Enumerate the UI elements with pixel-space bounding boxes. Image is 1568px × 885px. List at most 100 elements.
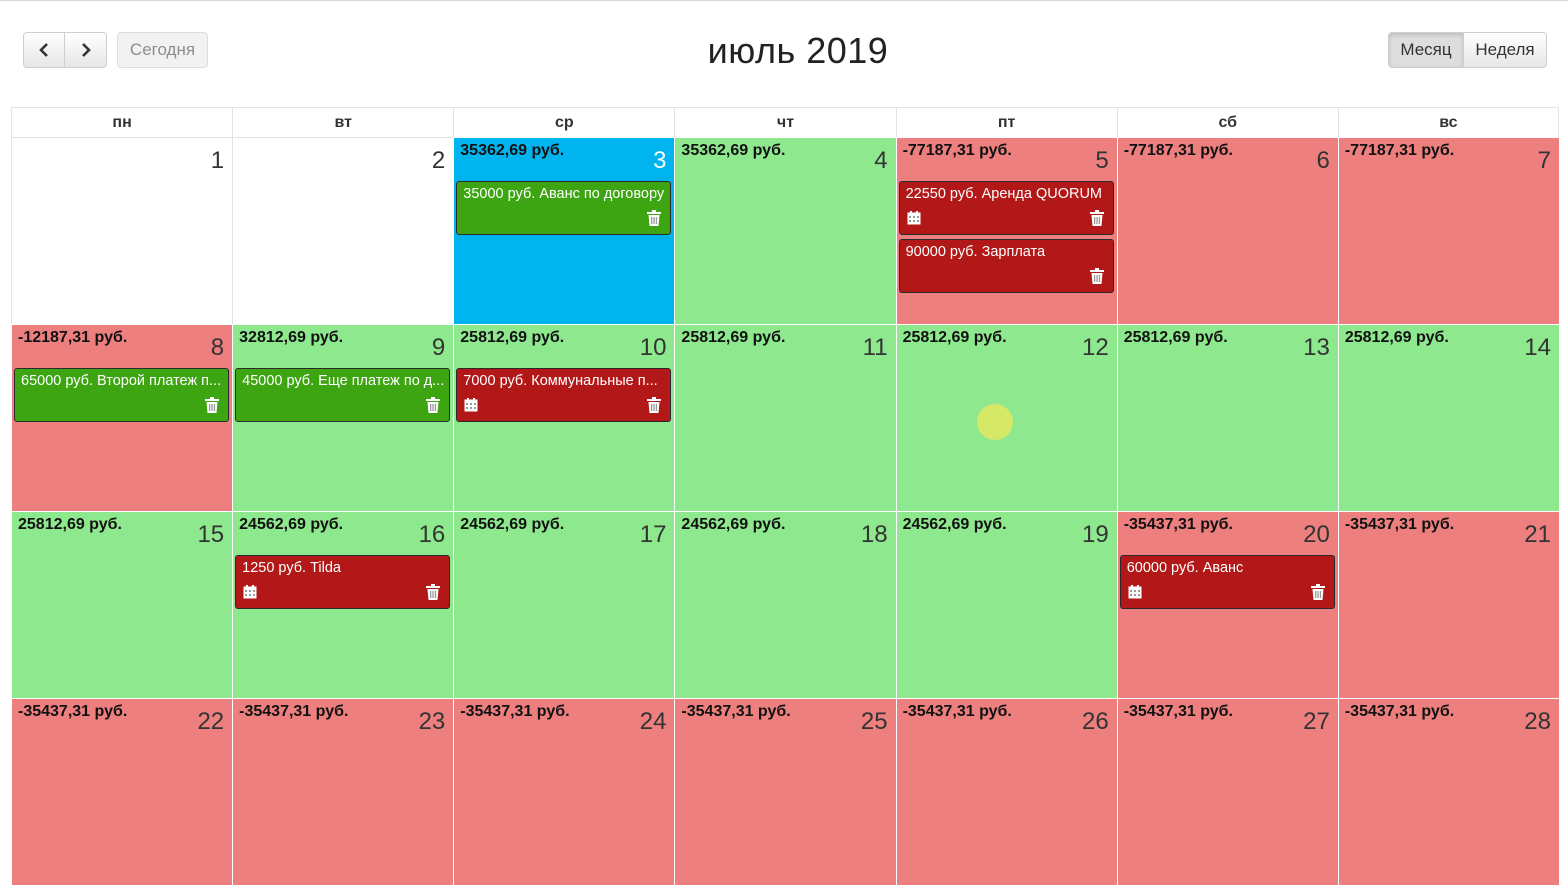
day-cell-19[interactable]: 24562,69 руб. 19: [895, 511, 1117, 698]
trash-icon[interactable]: [426, 584, 441, 600]
trash-icon[interactable]: [647, 397, 662, 413]
event-title: 90000 руб. Зарплата: [905, 244, 1046, 260]
trash-icon[interactable]: [205, 397, 220, 413]
day-balance: 32812,69 руб.: [239, 329, 344, 346]
day-cell-25[interactable]: -35437,31 руб. 25: [674, 698, 896, 885]
day-number: 11: [862, 334, 888, 361]
calendar-event[interactable]: 7000 руб. Коммунальные п...: [456, 368, 672, 422]
day-cell-14[interactable]: 25812,69 руб. 14: [1337, 324, 1559, 511]
day-cell-15[interactable]: 25812,69 руб. 15: [11, 511, 233, 698]
weekday-label: сб: [1116, 107, 1338, 138]
trash-icon[interactable]: [426, 397, 441, 413]
week-row: -35437,31 руб. 22 -35437,31 руб. 23 -35437,3…: [11, 698, 1559, 885]
day-cell-27[interactable]: -35437,31 руб. 27: [1116, 698, 1338, 885]
day-cell-21[interactable]: -35437,31 руб. 21: [1337, 511, 1559, 698]
calendar-toolbar: Сегодня июль 2019 Месяц Неделя: [0, 0, 1568, 105]
day-cell-9[interactable]: 32812,69 руб. 9 45000 руб. Еще платеж по д…: [232, 324, 454, 511]
weekday-label: пт: [895, 107, 1117, 138]
day-number: 6: [1316, 147, 1330, 174]
day-cell-22[interactable]: -35437,31 руб. 22: [11, 698, 233, 885]
mouse-cursor-highlight: [977, 404, 1013, 440]
day-cell-16[interactable]: 24562,69 руб. 16 1250 руб. Tilda: [232, 511, 454, 698]
day-cell-20[interactable]: -35437,31 руб. 20 60000 руб. Аванс: [1116, 511, 1338, 698]
day-number: 13: [1303, 334, 1330, 361]
calendar-event[interactable]: 22550 руб. Аренда QUORUM: [898, 181, 1114, 235]
day-cell-7[interactable]: -77187,31 руб. 7: [1337, 137, 1559, 324]
day-cell-6[interactable]: -77187,31 руб. 6: [1116, 137, 1338, 324]
day-cell-18[interactable]: 24562,69 руб. 18: [674, 511, 896, 698]
calendar-event[interactable]: 45000 руб. Еще платеж по д...: [235, 368, 451, 422]
day-cell-26[interactable]: -35437,31 руб. 26: [895, 698, 1117, 885]
day-balance: 35362,69 руб.: [460, 142, 565, 159]
day-cell-23[interactable]: -35437,31 руб. 23: [232, 698, 454, 885]
day-number: 10: [639, 334, 667, 361]
day-cell-4[interactable]: 35362,69 руб. 4: [674, 137, 896, 324]
day-balance: 24562,69 руб.: [460, 516, 565, 533]
day-cell-8[interactable]: -12187,31 руб. 8 65000 руб. Второй платеж …: [11, 324, 233, 511]
day-cell-10[interactable]: 25812,69 руб. 10 7000 руб. Коммунальные п.…: [453, 324, 675, 511]
month-view-button[interactable]: Месяц: [1388, 32, 1464, 68]
trash-icon[interactable]: [1089, 210, 1104, 226]
week-view-button[interactable]: Неделя: [1464, 32, 1547, 68]
day-number: 12: [1082, 334, 1109, 361]
week-row: 1 2 35362,69 руб. 3 35000 руб. Аванс по дого…: [11, 137, 1559, 324]
view-switcher: Месяц Неделя: [1388, 32, 1547, 68]
day-cell-1[interactable]: 1: [11, 137, 233, 324]
weekday-label: ср: [453, 107, 675, 138]
day-number: 1: [210, 147, 225, 174]
calendar-icon[interactable]: [1128, 585, 1142, 599]
weekday-label: вс: [1337, 107, 1559, 138]
day-cell-28[interactable]: -35437,31 руб. 28: [1337, 698, 1559, 885]
day-number: 26: [1082, 708, 1109, 735]
event-title: 45000 руб. Еще платеж по д...: [242, 373, 445, 389]
day-number: 20: [1303, 521, 1330, 548]
day-number: 28: [1524, 708, 1551, 735]
day-balance: -12187,31 руб.: [18, 329, 128, 346]
calendar-icon[interactable]: [243, 585, 257, 599]
day-balance: -35437,31 руб.: [1344, 516, 1455, 533]
event-title: 35000 руб. Аванс по договору: [463, 186, 665, 202]
day-balance: -35437,31 руб.: [681, 703, 791, 720]
day-cell-13[interactable]: 25812,69 руб. 13: [1116, 324, 1338, 511]
day-balance: 24562,69 руб.: [902, 516, 1007, 533]
event-title: 60000 руб. Аванс: [1126, 560, 1244, 576]
calendar-event[interactable]: 90000 руб. Зарплата: [898, 239, 1114, 293]
event-title: 7000 руб. Коммунальные п...: [463, 373, 658, 389]
day-cell-17[interactable]: 24562,69 руб. 17: [453, 511, 675, 698]
next-month-button[interactable]: [65, 32, 107, 68]
event-title: 1250 руб. Tilda: [242, 560, 341, 576]
day-balance: 25812,69 руб.: [902, 329, 1007, 346]
day-balance: -35437,31 руб.: [18, 703, 128, 720]
day-number: 3: [653, 147, 667, 174]
calendar-icon[interactable]: [464, 398, 478, 412]
prev-month-button[interactable]: [23, 32, 65, 68]
today-button[interactable]: Сегодня: [117, 32, 208, 68]
day-number: 17: [639, 521, 667, 548]
page-title: июль 2019: [707, 30, 889, 71]
day-number: 7: [1537, 147, 1551, 174]
day-balance: -77187,31 руб.: [902, 142, 1012, 159]
calendar-event[interactable]: 1250 руб. Tilda: [235, 555, 451, 609]
trash-icon[interactable]: [1310, 584, 1325, 600]
day-balance: -35437,31 руб.: [239, 703, 349, 720]
trash-icon[interactable]: [1089, 268, 1104, 284]
day-balance: -77187,31 руб.: [1123, 142, 1233, 159]
day-cell-2[interactable]: 2: [232, 137, 454, 324]
trash-icon[interactable]: [647, 210, 662, 226]
week-row: -12187,31 руб. 8 65000 руб. Второй платеж …: [11, 324, 1559, 511]
calendar-event[interactable]: 35000 руб. Аванс по договору: [456, 181, 672, 235]
day-balance: -77187,31 руб.: [1344, 142, 1455, 159]
day-number: 27: [1303, 708, 1330, 735]
day-number: 19: [1082, 521, 1109, 548]
weeks-container: 1 2 35362,69 руб. 3 35000 руб. Аванс по дого…: [11, 137, 1559, 885]
day-cell-3[interactable]: 35362,69 руб. 3 35000 руб. Аванс по догово…: [453, 137, 675, 324]
day-balance: -35437,31 руб.: [460, 703, 570, 720]
calendar-event[interactable]: 60000 руб. Аванс: [1119, 555, 1335, 609]
day-cell-24[interactable]: -35437,31 руб. 24: [453, 698, 675, 885]
weekday-label: пн: [11, 107, 233, 138]
calendar-event[interactable]: 65000 руб. Второй платеж п...: [14, 368, 230, 422]
navigation-buttons: [23, 32, 107, 68]
day-cell-5[interactable]: -77187,31 руб. 5 22550 руб. Аренда QUORUM 9…: [895, 137, 1117, 324]
day-cell-11[interactable]: 25812,69 руб. 11: [674, 324, 896, 511]
calendar-icon[interactable]: [907, 211, 921, 225]
